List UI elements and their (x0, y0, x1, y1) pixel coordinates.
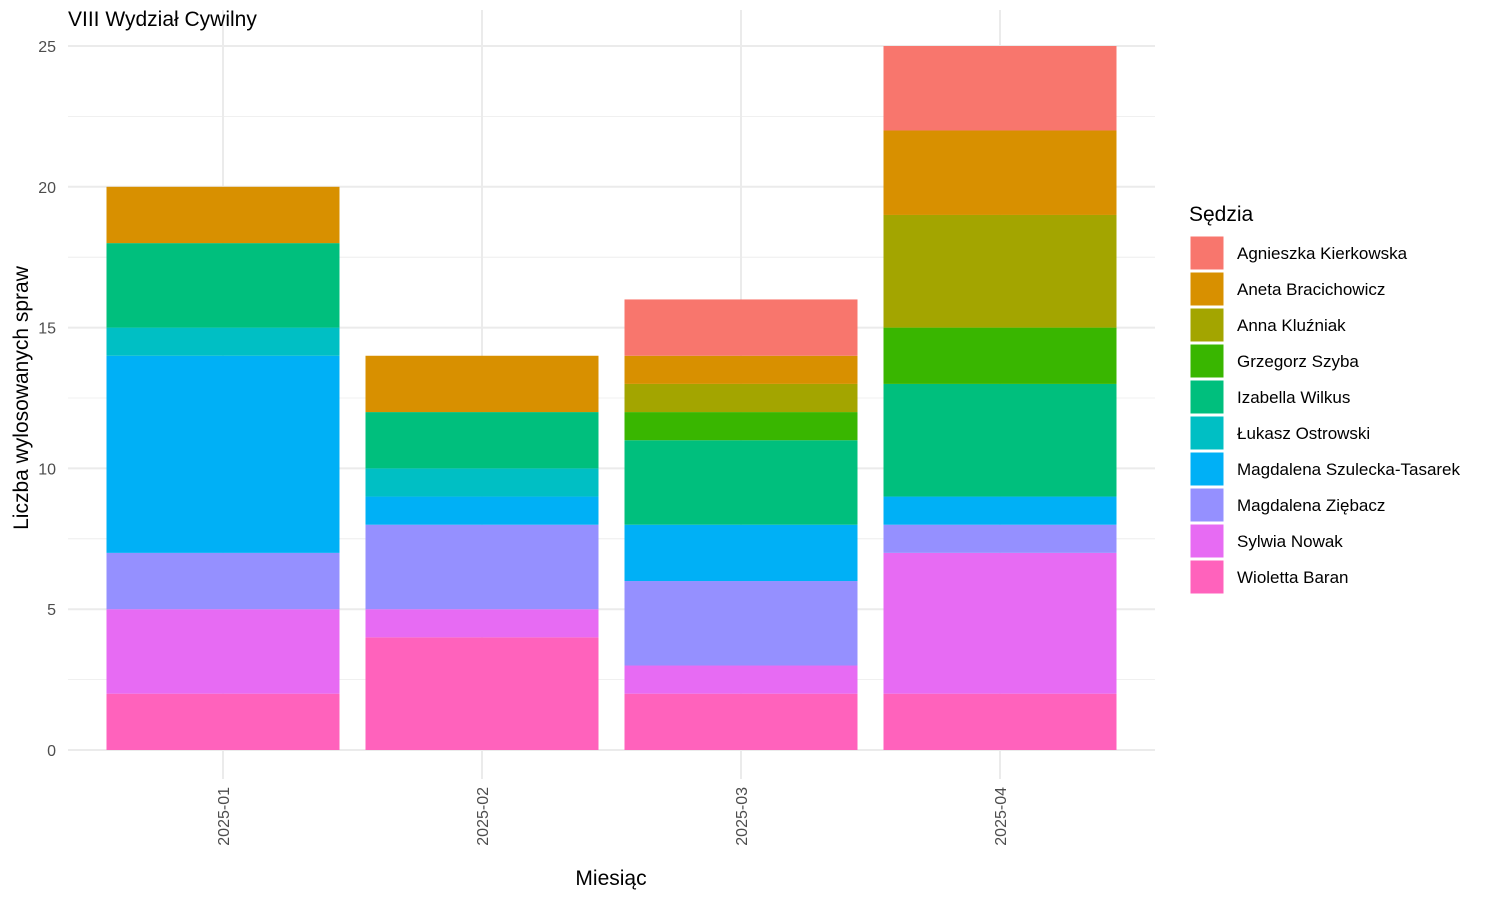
bar-segment: Wioletta Baran — 2025-01: 2 (106, 693, 340, 750)
legend-item: Łukasz Ostrowski (1189, 415, 1370, 451)
bar-segment: Agnieszka Kierkowska — 2025-03: 2 (624, 299, 858, 356)
x-tick-label: 2025-03 (734, 787, 751, 846)
legend-swatch (1189, 343, 1225, 379)
legend-swatch (1189, 487, 1225, 523)
legend-swatch (1189, 271, 1225, 307)
legend-item: Magdalena Ziębacz (1189, 487, 1385, 523)
legend-label: Wioletta Baran (1237, 568, 1349, 587)
legend-title: Sędzia (1189, 203, 1254, 226)
bar-segment: Aneta Bracichowicz — 2025-02: 2 (365, 355, 599, 413)
legend-label: Łukasz Ostrowski (1237, 424, 1370, 443)
legend-swatch (1189, 415, 1225, 451)
legend-item: Wioletta Baran (1189, 559, 1349, 595)
bar-segment: Aneta Bracichowicz — 2025-04: 3 (883, 130, 1117, 215)
bars-layer: Wioletta Baran — 2025-01: 2Sylwia Nowak … (106, 46, 1117, 750)
legend-swatch (1189, 379, 1225, 415)
y-tick-label: 0 (47, 743, 56, 760)
y-tick-label: 5 (47, 602, 56, 619)
chart-title: VIII Wydział Cywilny (68, 8, 257, 31)
x-tick-label: 2025-01 (216, 787, 233, 846)
bar-segment: Anna Kluźniak — 2025-03: 1 (624, 383, 858, 413)
bar-segment: Izabella Wilkus — 2025-01: 3 (106, 243, 340, 328)
bar-segment: Łukasz Ostrowski — 2025-02: 1 (365, 468, 599, 497)
bar-segment: Magdalena Ziębacz — 2025-02: 3 (365, 524, 599, 610)
legend-item: Grzegorz Szyba (1189, 343, 1359, 379)
bar-segment: Magdalena Ziębacz — 2025-04: 1 (883, 524, 1117, 553)
bar-segment: Magdalena Szulecka-Tasarek — 2025-01: 7 (106, 355, 340, 553)
bar-segment: Sylwia Nowak — 2025-03: 1 (624, 665, 858, 694)
legend-swatch (1189, 451, 1225, 487)
legend-swatch (1189, 307, 1225, 343)
y-tick-label: 25 (38, 39, 56, 56)
bar-segment: Wioletta Baran — 2025-02: 4 (365, 637, 599, 750)
x-tick-label: 2025-04 (993, 787, 1010, 846)
y-tick-label: 20 (38, 180, 56, 197)
axis-layer: 0 5 10 15 20 25 2025-01 2025-02 2025-03 2025-04 (38, 39, 1010, 846)
legend-label: Magdalena Ziębacz (1237, 496, 1385, 515)
legend-swatch (1189, 559, 1225, 595)
y-tick-label: 10 (38, 461, 56, 478)
bar-segment: Izabella Wilkus — 2025-02: 2 (365, 412, 599, 469)
bar-segment: Sylwia Nowak — 2025-02: 1 (365, 609, 599, 638)
bar-segment: Łukasz Ostrowski — 2025-01: 1 (106, 327, 340, 356)
bar-segment: Magdalena Ziębacz — 2025-01: 2 (106, 552, 340, 610)
legend-label: Izabella Wilkus (1237, 388, 1350, 407)
bar-segment: Aneta Bracichowicz — 2025-01: 2 (106, 186, 340, 244)
bar-segment: Izabella Wilkus — 2025-03: 3 (624, 440, 858, 525)
bar-segment: Wioletta Baran — 2025-04: 2 (883, 693, 1117, 750)
y-axis-title: Liczba wylosowanych spraw (10, 265, 33, 530)
bar-segment: Sylwia Nowak — 2025-04: 5 (883, 552, 1117, 694)
legend: Sędzia Agnieszka Kierkowska Aneta Bracich… (1189, 203, 1461, 595)
bar-segment: Grzegorz Szyba — 2025-03: 1 (624, 412, 858, 441)
legend-label: Aneta Bracichowicz (1237, 280, 1385, 299)
bar-segment: Izabella Wilkus — 2025-04: 4 (883, 383, 1117, 497)
bar-segment: Magdalena Ziębacz — 2025-03: 3 (624, 581, 858, 666)
bar-segment: Wioletta Baran — 2025-03: 2 (624, 693, 858, 750)
legend-label: Sylwia Nowak (1237, 532, 1343, 551)
legend-item: Izabella Wilkus (1189, 379, 1350, 415)
legend-label: Agnieszka Kierkowska (1237, 244, 1408, 263)
bar-segment: Magdalena Szulecka-Tasarek — 2025-04: 1 (883, 496, 1117, 525)
legend-swatch (1189, 235, 1225, 271)
x-axis-title: Miesiąc (575, 867, 646, 890)
legend-item: Aneta Bracichowicz (1189, 271, 1385, 307)
x-tick-label: 2025-02 (475, 787, 492, 846)
bar-segment: Sylwia Nowak — 2025-01: 3 (106, 609, 340, 694)
legend-swatch (1189, 523, 1225, 559)
bar-segment: Agnieszka Kierkowska — 2025-04: 3 (883, 46, 1117, 131)
legend-label: Grzegorz Szyba (1237, 352, 1359, 371)
legend-item: Agnieszka Kierkowska (1189, 235, 1408, 271)
legend-item: Sylwia Nowak (1189, 523, 1343, 559)
legend-items: Agnieszka Kierkowska Aneta Bracichowicz An… (1189, 235, 1461, 595)
bar-segment: Aneta Bracichowicz — 2025-03: 1 (624, 355, 858, 384)
bar-segment: Magdalena Szulecka-Tasarek — 2025-03: 2 (624, 524, 858, 582)
bar-segment: Grzegorz Szyba — 2025-04: 2 (883, 327, 1117, 384)
legend-label: Anna Kluźniak (1237, 316, 1346, 335)
y-tick-label: 15 (38, 321, 56, 338)
legend-item: Anna Kluźniak (1189, 307, 1346, 343)
bar-segment: Magdalena Szulecka-Tasarek — 2025-02: 1 (365, 496, 599, 525)
legend-item: Magdalena Szulecka-Tasarek (1189, 451, 1461, 487)
bar-segment: Anna Kluźniak — 2025-04: 4 (883, 214, 1117, 328)
legend-label: Magdalena Szulecka-Tasarek (1237, 460, 1461, 479)
